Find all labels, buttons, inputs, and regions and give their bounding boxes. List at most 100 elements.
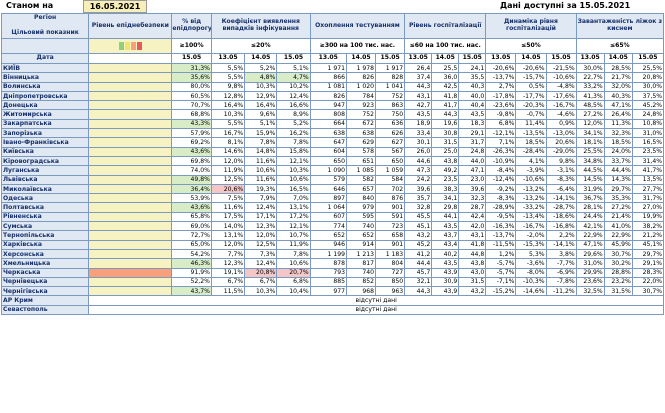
dynamics-cell: -13,0%	[545, 128, 577, 139]
beds-cell: 31,0%	[631, 128, 665, 139]
epi-level-cell	[88, 248, 173, 260]
date-col: 15.05	[458, 53, 487, 64]
testing-cell: 826	[345, 72, 377, 83]
hospital-cell: 31,7	[458, 137, 487, 148]
beds-cell: 45,9%	[603, 239, 633, 250]
orange-level-icon	[130, 41, 136, 50]
col-hospital: Рівень госпіталізації	[404, 13, 487, 39]
date-col: 15.05	[545, 53, 577, 64]
testing-cell: 727	[375, 267, 406, 278]
percent-cell: 43,7%	[171, 286, 212, 297]
percent-cell: 43,3%	[171, 118, 212, 130]
hospital-cell: 25,5	[431, 62, 460, 74]
testing-cell: 658	[375, 230, 406, 241]
dynamics-cell: -13,4%	[515, 211, 547, 223]
beds-cell: 47,1%	[575, 239, 605, 250]
dynamics-cell: 11,4%	[515, 118, 547, 130]
hospital-cell: 43,1	[404, 90, 433, 102]
testing-cell: 885	[309, 276, 347, 288]
beds-cell: 19,9%	[631, 211, 665, 223]
hospital-cell: 31,5	[458, 276, 487, 288]
date-col: 14.05	[603, 53, 633, 64]
hospital-cell: 41,8	[458, 239, 487, 250]
beds-cell: 30,7%	[631, 286, 665, 297]
beds-cell: 14,3%	[603, 174, 633, 185]
testing-cell: 946	[309, 239, 347, 250]
epi-level-cell	[88, 258, 173, 269]
testing-cell: 804	[375, 258, 406, 269]
detection-cell: 5,5%	[210, 72, 246, 83]
beds-cell: 35,3%	[603, 193, 633, 204]
beds-cell: 33,7%	[603, 155, 633, 167]
beds-cell: 20,8%	[631, 72, 665, 83]
epi-level-cell	[88, 118, 173, 130]
detection-cell: 14,8%	[244, 146, 278, 157]
region-name: Черкаська	[0, 267, 90, 278]
date-col: 13.05	[210, 53, 246, 64]
detection-cell: 11,5%	[210, 286, 246, 297]
dynamics-cell: 2,2%	[545, 230, 577, 241]
detection-cell: 8,1%	[210, 137, 246, 148]
testing-cell: 1 183	[375, 248, 406, 260]
beds-cell: 31,4%	[631, 155, 665, 167]
detection-cell: 12,9%	[244, 90, 278, 102]
detection-cell: 12,8%	[210, 90, 246, 102]
region-name: Полтавська	[0, 202, 90, 213]
hospital-cell: 47,1	[458, 165, 487, 176]
region-name: Хмельницька	[0, 258, 90, 269]
testing-cell: 1 978	[345, 62, 377, 74]
region-name: АР Крим	[0, 295, 90, 306]
dynamics-cell: -6,4%	[545, 183, 577, 195]
table-row: Львівська 49,8% 12,5% 11,6% 10,6% 579 582 584 24…	[0, 174, 665, 185]
testing-cell: 636	[375, 118, 406, 130]
hospital-cell: 41,7	[431, 100, 460, 111]
region-name: Чернівецька	[0, 276, 90, 288]
beds-cell: 18,1%	[575, 137, 605, 148]
hospital-cell: 29,8	[431, 202, 460, 213]
detection-cell: 17,1%	[244, 211, 278, 223]
testing-cell: 963	[375, 286, 406, 297]
hospital-cell: 45,5	[404, 211, 433, 223]
beds-cell: 13,5%	[631, 174, 665, 185]
hospital-cell: 41,2	[404, 248, 433, 260]
dynamics-cell: -3,6%	[515, 258, 547, 269]
dynamics-cell: -26,3%	[485, 146, 517, 157]
testing-cell: 850	[375, 276, 406, 288]
beds-cell: 28,3%	[631, 267, 665, 278]
dynamics-cell: -12,1%	[485, 128, 517, 139]
hospital-cell: 43,2	[404, 230, 433, 241]
detection-cell: 12,0%	[244, 230, 278, 241]
detection-cell: 5,1%	[276, 62, 311, 74]
dynamics-cell: 1,2%	[485, 248, 517, 260]
beds-cell: 27,7%	[631, 183, 665, 195]
epi-level-cell	[88, 72, 173, 83]
epi-level-cell	[88, 202, 173, 213]
testing-cell: 876	[375, 193, 406, 204]
detection-cell: 10,3%	[244, 81, 278, 92]
dynamics-cell: -12,4%	[485, 174, 517, 185]
testing-cell: 579	[309, 174, 347, 185]
dynamics-cell: -33,2%	[515, 202, 547, 213]
dynamics-cell: -9,5%	[485, 211, 517, 223]
date-col: 13.05	[575, 53, 605, 64]
table-row: Хмельницька 46,3% 12,3% 12,4% 10,6% 878 817 804…	[0, 258, 665, 269]
col-percent: % від епідпорогу	[171, 13, 212, 39]
detection-cell: 20,7%	[276, 267, 311, 278]
percent-cell: 69,0%	[171, 221, 212, 232]
dynamics-cell: -5,7%	[485, 258, 517, 269]
percent-cell: 49,8%	[171, 174, 212, 185]
region-name: Сумська	[0, 221, 90, 232]
hospital-cell: 34,1	[431, 193, 460, 204]
region-name: Луганська	[0, 165, 90, 176]
table-row: Кіровоградська 69,8% 12,0% 11,6% 12,1% 650 651…	[0, 155, 665, 167]
beds-cell: 27,2%	[603, 202, 633, 213]
table-row: Запорізька 57,9% 16,7% 15,9% 16,2% 638 638 626 3…	[0, 128, 665, 139]
dynamics-cell: -8,4%	[485, 165, 517, 176]
region-name: Вінницька	[0, 72, 90, 83]
date-col: 15.05	[375, 53, 406, 64]
dynamics-cell: -18,6%	[545, 211, 577, 223]
epi-level-cell	[88, 276, 173, 288]
region-name: Київська	[0, 146, 90, 157]
dynamics-cell: 0,5%	[515, 81, 547, 92]
detection-cell: 10,6%	[276, 174, 311, 185]
